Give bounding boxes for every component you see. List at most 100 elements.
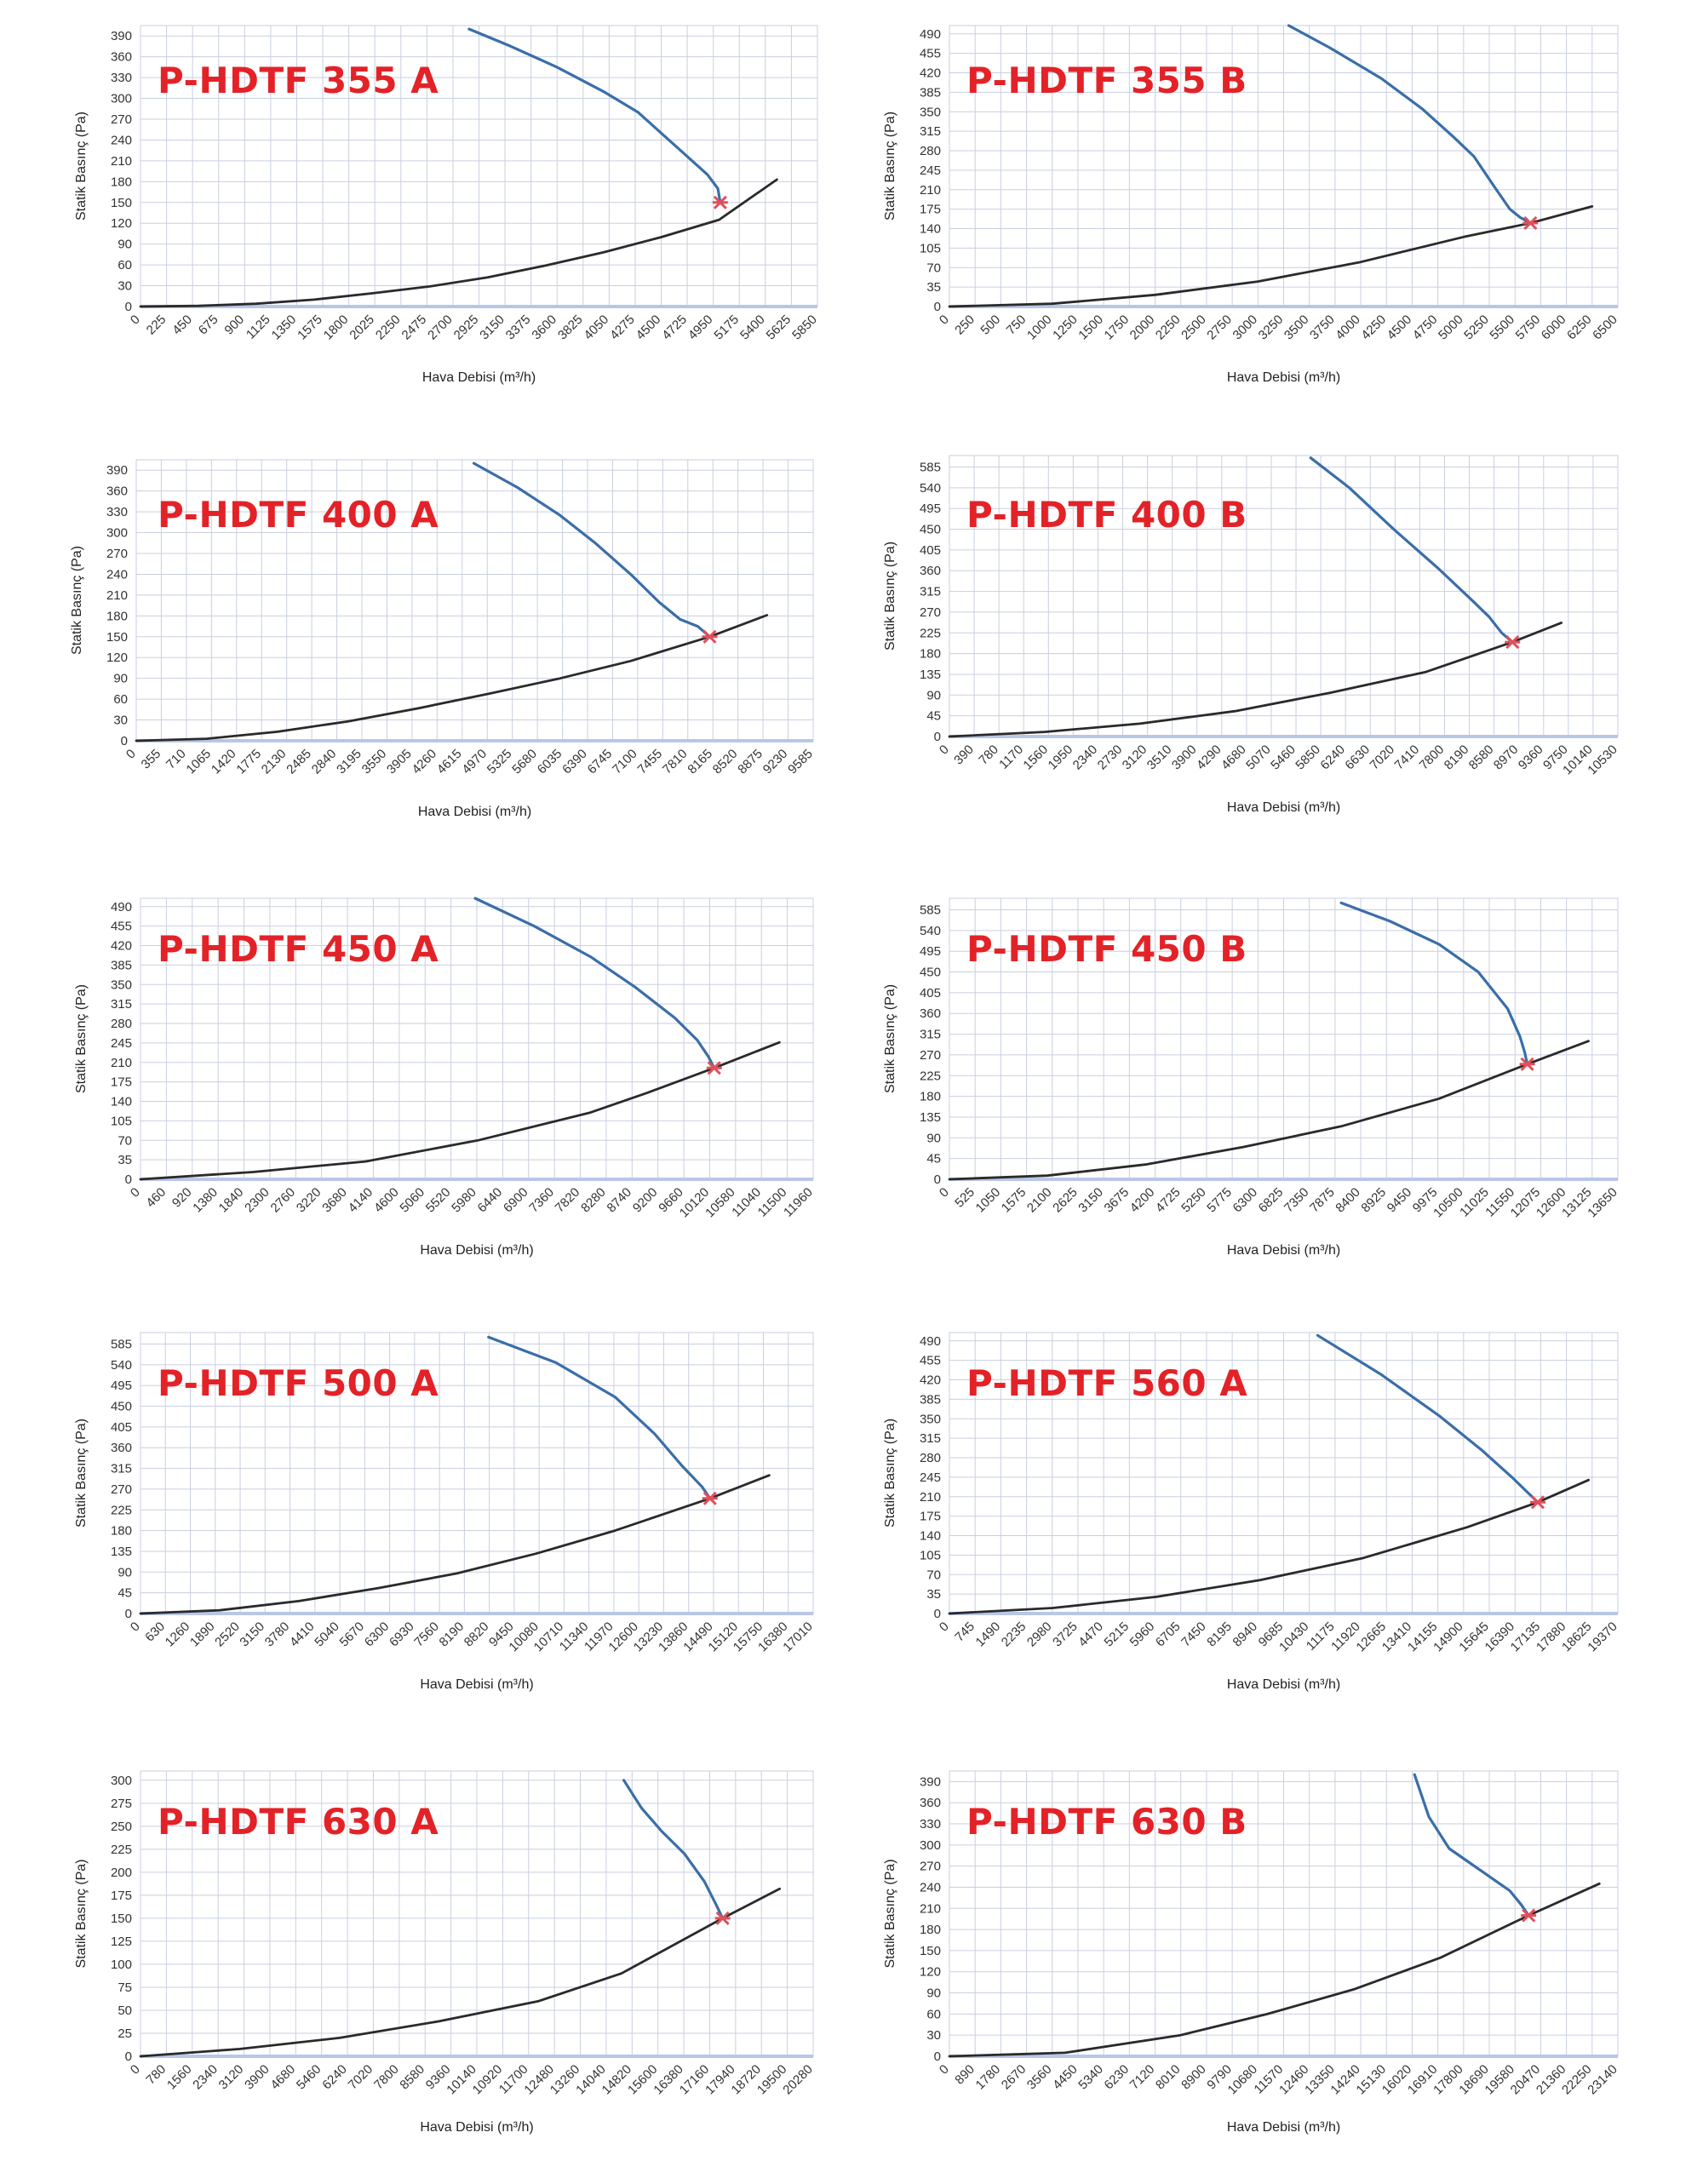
y-tick-label: 390 [106,463,128,478]
x-tick-label: 1260 [163,1619,193,1650]
chart-title: P-HDTF 560 A [966,1362,1248,1404]
y-tick-label: 0 [125,2049,132,2064]
x-tick-label: 3750 [1307,312,1338,343]
y-tick-label: 150 [111,196,132,210]
y-axis-label: Statik Basınç (Pa) [74,1419,89,1528]
x-tick-label: 355 [139,747,164,772]
y-tick-label: 495 [920,944,941,959]
x-tick-label: 7800 [1417,742,1448,773]
x-tick-label: 1800 [321,312,352,343]
x-tick-label: 7410 [1392,742,1423,773]
x-tick-label: 8520 [710,747,741,777]
x-tick-label: 6230 [1102,2062,1132,2093]
chart-panel: 0 460 920 1380 1840 2300 2760 3220 3680 4140 4600 5… [17,886,869,1316]
y-tick-label: 105 [920,1548,941,1562]
x-tick-label: 3680 [319,1185,350,1216]
x-tick-label: 3375 [503,312,534,343]
y-tick-label: 180 [920,647,941,662]
operating-point-marker [706,1061,722,1075]
y-tick-label: 90 [926,688,941,702]
x-tick-label: 1380 [190,1185,221,1216]
x-tick-label: 0 [937,742,952,758]
x-tick-label: 1500 [1075,312,1106,343]
x-tick-label: 2235 [999,1619,1029,1650]
x-tick-label: 10580 [702,1185,738,1221]
y-tick-label: 455 [111,920,132,934]
x-tick-label: 8580 [1466,742,1497,773]
x-tick-label: 11500 [755,1185,790,1220]
x-tick-label: 3220 [294,1185,324,1216]
x-tick-label: 2670 [999,2062,1029,2093]
system-curve [948,204,1594,308]
x-tick-label: 2475 [399,312,430,343]
x-tick-label: 4615 [434,747,465,777]
y-tick-label: 90 [926,1986,941,2001]
x-tick-label: 5250 [1461,312,1492,343]
x-tick-label: 6900 [501,1185,531,1216]
x-tick-label: 20280 [780,2062,816,2098]
x-tick-label: 1350 [269,312,300,343]
y-tick-label: 270 [111,112,132,127]
x-tick-label: 7455 [635,747,666,777]
x-tick-label: 8970 [1491,742,1522,773]
x-tick-label: 4140 [346,1185,376,1216]
y-tick-label: 330 [111,71,132,85]
y-tick-label: 420 [920,1373,941,1388]
y-tick-label: 540 [920,924,941,938]
x-tick-label: 10500 [1431,1185,1466,1221]
x-tick-label: 2130 [259,747,290,777]
x-tick-label: 1560 [1021,742,1052,773]
x-tick-label: 2250 [1153,312,1184,343]
operating-point-marker [714,1911,731,1925]
x-tick-label: 5460 [1268,742,1299,773]
chart-title: P-HDTF 355 B [966,60,1247,101]
y-tick-label: 360 [920,564,941,578]
x-tick-label: 1750 [1102,312,1132,343]
y-tick-label: 70 [118,1133,132,1148]
x-axis-label: Hava Debisi (m³/h) [1227,2120,1340,2135]
x-tick-label: 2925 [451,312,482,343]
x-tick-label: 4500 [634,312,664,343]
x-tick-label: 4725 [659,312,690,343]
y-tick-label: 315 [920,1028,941,1042]
x-tick-label: 0 [128,312,143,328]
x-tick-label: 10680 [1225,2062,1261,2098]
y-tick-label: 140 [111,1095,132,1109]
x-tick-label: 5750 [1513,312,1544,343]
y-tick-label: 360 [106,484,128,499]
y-tick-label: 300 [111,92,132,106]
y-tick-label: 385 [920,85,941,100]
y-tick-label: 490 [111,900,132,914]
x-tick-label: 460 [143,1185,169,1211]
chart-panel: 0 390 780 1170 1560 1950 2340 2730 3120 3510 3900 4… [869,443,1703,873]
y-tick-label: 180 [106,609,128,623]
x-tick-label: 0 [937,1185,952,1201]
system-curve [948,621,1563,738]
x-tick-label: 0 [128,2062,143,2078]
y-tick-label: 270 [920,1048,941,1063]
y-tick-label: 0 [934,1607,941,1621]
y-tick-label: 245 [920,1470,941,1485]
x-tick-label: 1050 [973,1185,1004,1216]
y-axis-label: Statik Basınç (Pa) [883,112,897,221]
system-curve [139,1040,781,1181]
x-tick-label: 9585 [785,747,816,777]
x-tick-label: 1950 [1046,742,1076,773]
y-tick-label: 330 [106,505,128,519]
x-tick-label: 5040 [312,1619,342,1650]
x-tick-label: 3780 [262,1619,293,1650]
y-tick-label: 35 [118,1153,132,1167]
x-tick-label: 7450 [1178,1619,1209,1650]
x-tick-label: 5520 [423,1185,454,1216]
x-tick-label: 6930 [387,1619,417,1650]
y-tick-label: 210 [111,154,132,169]
x-tick-label: 500 [978,312,1003,338]
x-tick-label: 2500 [1178,312,1209,343]
x-tick-label: 250 [952,312,978,338]
x-tick-label: 0 [937,1619,952,1635]
y-tick-label: 135 [111,1545,132,1559]
y-tick-label: 495 [920,502,941,516]
x-tick-label: 5060 [397,1185,427,1216]
x-tick-label: 8740 [605,1185,635,1216]
x-tick-label: 8925 [1358,1185,1389,1216]
